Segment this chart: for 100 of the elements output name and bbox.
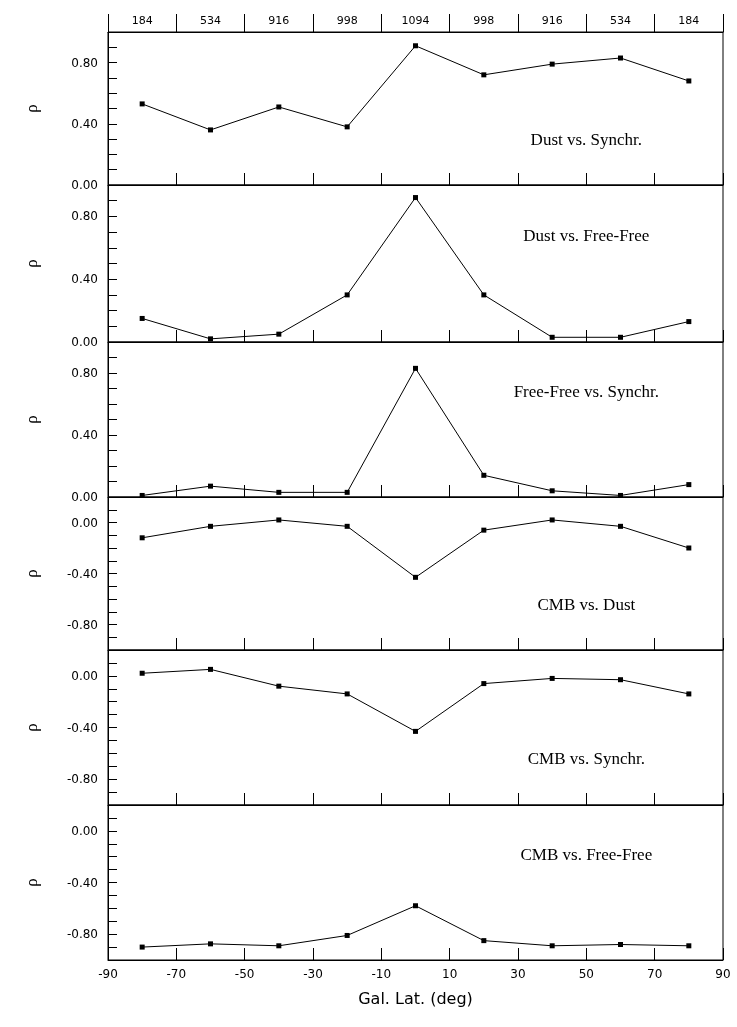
text: 998 xyxy=(336,13,358,27)
point xyxy=(413,365,418,371)
point xyxy=(549,517,555,523)
y-tick-label: -0.40 xyxy=(66,875,98,890)
point xyxy=(618,55,623,61)
point xyxy=(481,938,487,944)
point xyxy=(686,319,692,325)
point xyxy=(208,941,213,947)
point xyxy=(549,61,555,67)
y-tick-label: 0.00 xyxy=(71,668,98,683)
y-tick-label: 0.80 xyxy=(71,209,98,224)
x-axis-title: Gal. Lat. (deg) xyxy=(358,988,473,1008)
y-tick-label: 0.00 xyxy=(71,490,98,504)
x-tick-label: 90 xyxy=(715,967,731,981)
point xyxy=(139,535,145,541)
x-tick-label: 50 xyxy=(578,967,594,981)
y-tick-label: -0.80 xyxy=(66,927,98,942)
x-tick-label: 10 xyxy=(442,967,458,981)
x-tick-label: -10 xyxy=(371,967,392,981)
point xyxy=(618,334,623,340)
text: 916 xyxy=(541,13,563,27)
point xyxy=(276,104,282,110)
point xyxy=(139,670,145,676)
point xyxy=(208,483,213,489)
y-tick-label: 0.00 xyxy=(71,335,98,349)
point xyxy=(276,517,282,523)
y-axis-title: ρ xyxy=(22,415,41,424)
y-tick-label: -0.80 xyxy=(66,772,98,787)
point xyxy=(208,336,213,342)
point xyxy=(686,78,692,84)
point xyxy=(139,101,145,107)
annotation: CMB vs. Free-Free xyxy=(520,845,653,865)
point xyxy=(344,292,350,298)
x-tick-label: -90 xyxy=(98,967,118,981)
point xyxy=(481,472,487,478)
point xyxy=(344,124,350,130)
annotation: Dust vs. Synchr. xyxy=(530,129,643,149)
text: 1094 xyxy=(401,13,430,27)
point xyxy=(549,488,555,494)
point xyxy=(618,942,623,947)
point xyxy=(344,691,350,697)
point xyxy=(481,72,487,78)
point xyxy=(276,331,282,337)
y-axis-title: ρ xyxy=(22,259,41,268)
point xyxy=(549,943,555,949)
y-axis-title: ρ xyxy=(22,569,41,578)
point xyxy=(413,728,418,734)
text: 184 xyxy=(131,13,153,27)
point xyxy=(618,523,623,529)
point xyxy=(481,681,487,687)
point xyxy=(344,523,350,529)
point xyxy=(481,292,487,298)
y-tick-label: -0.80 xyxy=(66,617,98,632)
y-tick-label: 0.80 xyxy=(71,55,98,70)
y-tick-label: 0.00 xyxy=(71,823,98,838)
point xyxy=(276,943,282,949)
point xyxy=(686,943,692,949)
x-tick-label: 70 xyxy=(647,967,663,981)
point xyxy=(276,683,282,689)
point xyxy=(413,574,418,580)
point xyxy=(139,315,145,321)
text: 998 xyxy=(473,13,495,27)
point xyxy=(549,675,555,681)
point xyxy=(208,666,213,672)
x-tick-label: -30 xyxy=(303,967,323,981)
y-tick-label: 0.40 xyxy=(71,428,98,442)
point xyxy=(686,482,692,488)
x-tick-label: 30 xyxy=(510,967,526,981)
y-tick-label: 0.00 xyxy=(71,178,98,192)
annotation: Free-Free vs. Synchr. xyxy=(513,382,660,402)
point xyxy=(413,195,418,201)
y-axis-title: ρ xyxy=(22,723,41,732)
text: 534 xyxy=(200,13,221,27)
text: 916 xyxy=(268,13,290,27)
y-tick-label: 0.80 xyxy=(71,366,98,380)
point xyxy=(276,489,282,495)
text: 184 xyxy=(678,13,700,27)
point xyxy=(344,932,350,938)
point xyxy=(208,523,213,529)
point xyxy=(481,527,487,533)
annotation: CMB vs. Dust xyxy=(537,594,636,614)
point xyxy=(549,334,555,340)
y-tick-label: 0.40 xyxy=(71,116,98,131)
point xyxy=(686,691,692,697)
y-axis-title: ρ xyxy=(22,878,41,887)
annotation: Dust vs. Free-Free xyxy=(523,225,650,245)
annotation: CMB vs. Synchr. xyxy=(527,749,645,768)
point xyxy=(344,489,350,495)
y-tick-label: 0.00 xyxy=(71,515,98,530)
y-axis-title: ρ xyxy=(22,104,41,113)
x-tick-label: -50 xyxy=(234,967,255,981)
y-tick-label: 0.40 xyxy=(71,272,98,287)
y-tick-label: -0.40 xyxy=(66,566,98,581)
point xyxy=(139,944,145,950)
point xyxy=(208,127,213,133)
text: 534 xyxy=(610,13,631,27)
y-tick-label: -0.40 xyxy=(66,720,98,735)
point xyxy=(618,677,623,683)
point xyxy=(413,43,418,49)
point xyxy=(686,545,692,551)
